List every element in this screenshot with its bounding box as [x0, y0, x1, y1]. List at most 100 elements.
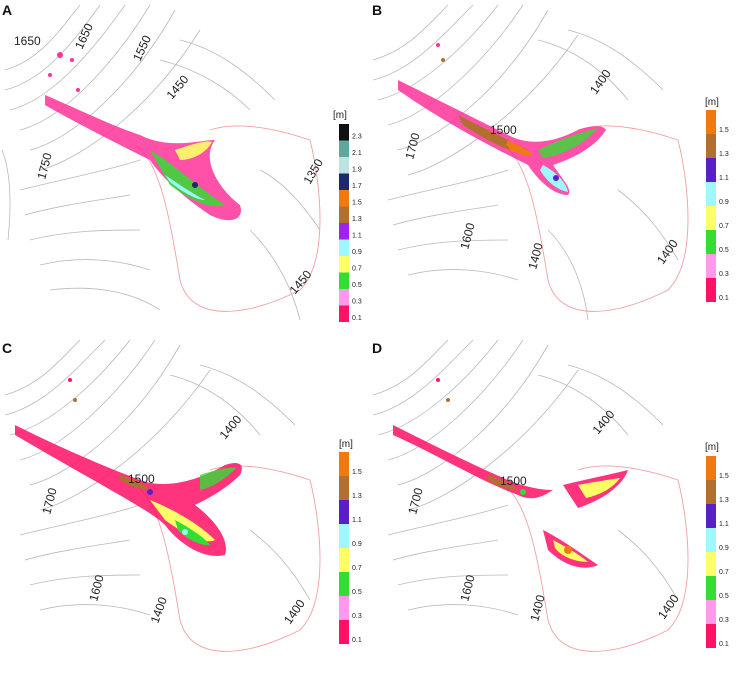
legend-swatch	[706, 254, 716, 278]
legend-tick-label: 0.7	[719, 223, 729, 230]
legend-swatch	[706, 624, 716, 648]
contour-label: 1600	[457, 221, 478, 251]
legend-tick-label: 0.9	[352, 541, 362, 548]
legend-swatch	[339, 305, 349, 322]
panel-label: A	[2, 2, 13, 18]
legend-tick-label: 0.3	[719, 617, 729, 624]
map-d: 1400 1500 1700 1600 1400 1400 [m] 1.5 1.3…	[372, 340, 729, 652]
contour-lines	[1, 4, 321, 321]
contour-label: 1600	[457, 573, 478, 603]
legend-tick-label: 0.1	[352, 315, 362, 322]
legend: [m] 1.5 1.3 1.1 0.9 0.7 0.5 0.3 0.1	[705, 442, 729, 648]
legend: [m] 1.5 1.3 1.1 0.9 0.7 0.5 0.3 0.1	[339, 439, 362, 644]
legend-swatch	[706, 552, 716, 576]
contour-label: 1600	[86, 573, 107, 603]
legend-tick-label: 0.1	[719, 295, 729, 302]
legend-tick-label: 0.7	[352, 565, 362, 572]
contour-label: 1400	[587, 67, 614, 97]
legend-swatch	[339, 548, 349, 572]
contour-label: 1400	[217, 412, 245, 442]
legend-swatch	[706, 110, 716, 134]
legend-swatch	[706, 504, 716, 528]
panel-b: 1400 1500 1700 1600 1400 1400 [m] 1.5 1.3…	[368, 0, 736, 340]
legend-tick-label: 1.5	[352, 200, 362, 207]
contour-label: 1750	[34, 151, 55, 181]
panel-d: 1400 1500 1700 1600 1400 1400 [m] 1.5 1.3…	[368, 340, 736, 680]
contour-label: 1500	[490, 123, 517, 137]
contour-label: 1400	[148, 595, 170, 625]
legend-swatch	[339, 140, 349, 157]
legend: [m] 1.5 1.3 1.1 0.9 0.7 0.5 0.3 0.1	[705, 97, 729, 302]
legend-swatch	[706, 278, 716, 302]
legend-swatch	[339, 124, 349, 141]
contour-label: 1650	[14, 34, 41, 48]
legend-tick-label: 2.3	[352, 134, 362, 141]
contour-lines	[372, 4, 679, 321]
legend-tick-label: 1.5	[719, 473, 729, 480]
legend-tick-label: 1.1	[352, 517, 362, 524]
map-a: 1650 1650 1550 1450 1750 1350 1450 [m] 2…	[1, 4, 362, 322]
legend-tick-label: 0.3	[719, 271, 729, 278]
legend-tick-label: 0.7	[352, 266, 362, 273]
legend-tick-label: 1.5	[719, 127, 729, 134]
map-c: 1400 1500 1700 1600 1400 1400 [m] 1.5 1.3…	[4, 340, 362, 652]
contour-label: 1550	[130, 33, 154, 63]
legend-tick-label: 0.1	[352, 637, 362, 644]
legend-tick-label: 1.3	[352, 493, 362, 500]
legend-swatch	[706, 600, 716, 624]
catchment-boundary	[134, 465, 321, 652]
contour-label: 1700	[39, 486, 60, 516]
legend-swatch	[339, 524, 349, 548]
legend-tick-label: 0.5	[719, 593, 729, 600]
legend-tick-label: 0.1	[719, 641, 729, 648]
panel-a: 1650 1650 1550 1450 1750 1350 1450 [m] 2…	[0, 0, 368, 340]
deposit-area	[393, 378, 628, 568]
legend-tick-label: 2.1	[352, 150, 362, 157]
contour-label: 1500	[128, 472, 155, 486]
legend-swatch	[706, 480, 716, 504]
contour-label: 1400	[281, 597, 308, 627]
contour-label: 1350	[300, 156, 326, 186]
panel-label: B	[372, 2, 383, 18]
legend-swatch	[339, 272, 349, 289]
legend-unit: [m]	[705, 442, 719, 453]
contour-lines	[372, 340, 679, 616]
deposit-area	[398, 43, 606, 195]
legend-swatch	[706, 456, 716, 480]
contour-label: 1400	[655, 592, 682, 622]
panel-label: D	[372, 340, 383, 356]
legend-swatch	[706, 230, 716, 254]
legend-tick-label: 0.9	[719, 545, 729, 552]
panel-c: 1400 1500 1700 1600 1400 1400 [m] 1.5 1.3…	[0, 340, 368, 680]
legend-swatch	[339, 157, 349, 174]
legend-tick-label: 0.5	[719, 247, 729, 254]
legend-swatch	[706, 134, 716, 158]
contour-label: 1700	[405, 486, 426, 516]
legend-swatch	[706, 182, 716, 206]
legend-tick-label: 1.9	[352, 167, 362, 174]
legend-swatch	[706, 158, 716, 182]
legend-unit: [m]	[333, 110, 347, 121]
legend-swatch	[706, 528, 716, 552]
legend-swatch	[339, 500, 349, 524]
catchment-boundary	[502, 465, 689, 652]
legend-swatch	[339, 239, 349, 256]
legend-tick-label: 0.3	[352, 613, 362, 620]
legend-tick-label: 0.3	[352, 299, 362, 306]
legend-tick-label: 1.3	[719, 151, 729, 158]
legend-swatch	[339, 620, 349, 644]
legend-tick-label: 1.5	[352, 469, 362, 476]
legend-swatch	[339, 173, 349, 190]
legend-tick-label: 1.1	[719, 175, 729, 182]
legend-swatch	[706, 206, 716, 230]
contour-label: 1400	[590, 407, 618, 437]
legend-tick-label: 1.1	[352, 233, 362, 240]
legend-tick-label: 0.5	[352, 282, 362, 289]
legend-swatch	[339, 476, 349, 500]
legend-tick-label: 0.9	[719, 199, 729, 206]
legend-swatch	[706, 576, 716, 600]
legend-swatch	[339, 223, 349, 240]
legend-swatch	[339, 572, 349, 596]
panel-label: C	[2, 340, 13, 356]
legend: [m] 2.3 2.1 1.9 1.7 1.5 1.3 1.1 0.9 0.7 0.5 0.3 0.1	[333, 110, 362, 322]
